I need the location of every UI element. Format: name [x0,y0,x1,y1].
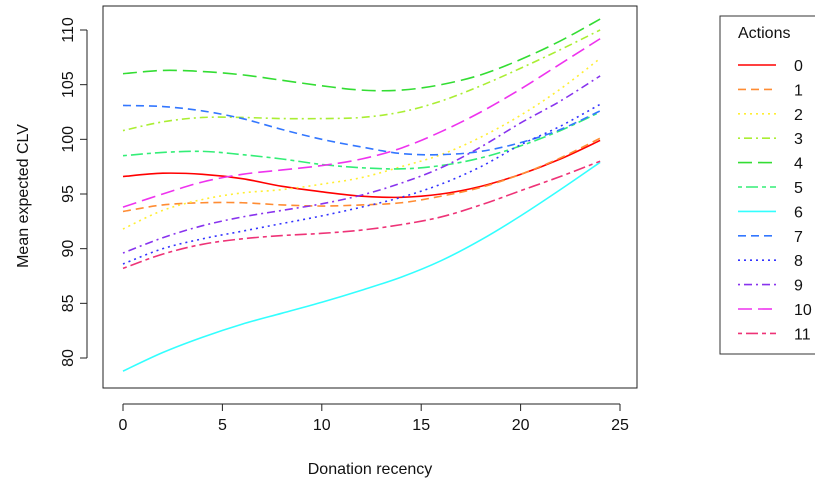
y-tick-label-100: 100 [60,126,77,153]
legend-label-7: 7 [794,229,803,246]
series-line-2 [122,57,601,230]
series-line-3 [122,29,601,132]
legend-label-9: 9 [794,278,803,295]
x-tick-label-5: 5 [218,417,227,434]
y-axis-label: Mean expected CLV [15,124,32,268]
y-tick-label-95: 95 [60,185,77,203]
legend-items: 0 1 2 3 4 5 6 7 8 9 10 11 [738,58,812,343]
series-line-8 [122,103,601,265]
legend-label-6: 6 [794,204,803,221]
series-line-7 [122,104,601,156]
legend-label-10: 10 [794,302,812,319]
y-tick-label-90: 90 [60,240,77,258]
series-line-0 [122,139,601,199]
x-tick-label-15: 15 [412,417,430,434]
x-tick-label-25: 25 [611,417,629,434]
axes: 0 5 10 15 20 25 80 85 90 95 100 105 110 [60,17,629,434]
series-line-11 [122,160,601,270]
legend-label-8: 8 [794,253,803,270]
x-tick-label-10: 10 [313,417,331,434]
series-line-1 [122,137,601,213]
legend-label-11: 11 [794,326,811,343]
plot-area [102,5,638,389]
legend-label-0: 0 [794,58,803,75]
legend-title: Actions [738,25,790,42]
legend-label-3: 3 [794,131,803,148]
series-line-9 [122,75,601,254]
x-tick-label-0: 0 [119,417,128,434]
y-tick-label-105: 105 [60,71,77,98]
legend-label-4: 4 [794,156,803,173]
y-tick-label-110: 110 [60,17,77,43]
series-line-6 [122,161,601,372]
series-line-4 [122,18,601,92]
legend-box [719,15,815,355]
x-axis-label: Donation recency [308,461,433,478]
legend-label-1: 1 [794,82,803,99]
x-tick-label-20: 20 [512,417,530,434]
plot-frame [102,5,638,389]
legend-label-2: 2 [794,107,803,124]
legend-label-5: 5 [794,180,803,197]
series-line-10 [122,38,601,208]
legend: Actions 0 1 2 3 4 5 6 7 8 9 10 11 [719,15,815,355]
series-line-5 [122,111,601,170]
y-tick-label-85: 85 [60,294,77,312]
y-tick-label-80: 80 [60,349,77,367]
